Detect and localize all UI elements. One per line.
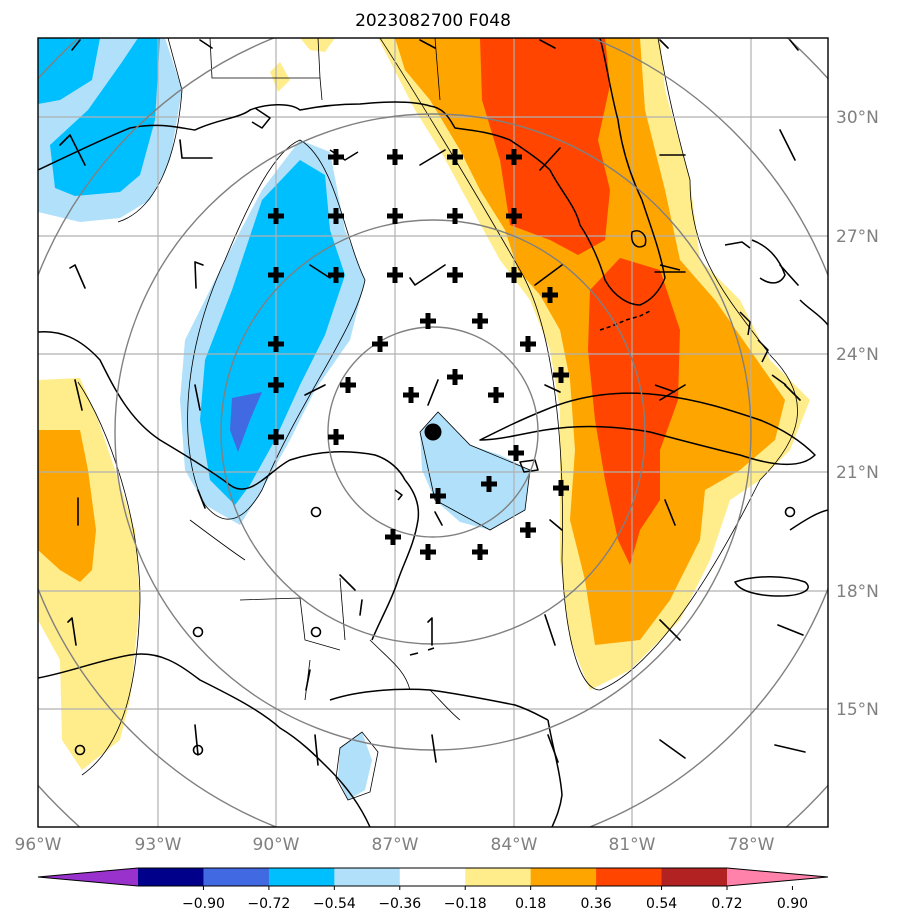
map-frame xyxy=(37,37,829,828)
positive-anomaly-patch-1 xyxy=(300,38,335,52)
positive-anomaly-patch-2 xyxy=(270,62,290,92)
plus-marker xyxy=(328,149,344,165)
colorbar-tick-label: −0.72 xyxy=(247,896,290,912)
plus-marker xyxy=(447,149,463,165)
plus-marker xyxy=(340,377,356,393)
plus-marker xyxy=(506,208,522,224)
colorbar-tick-label: 0.54 xyxy=(646,896,677,912)
wind-barbs xyxy=(59,39,806,766)
plus-marker xyxy=(447,369,463,385)
plus-marker xyxy=(268,336,284,352)
colorbar-bin xyxy=(399,868,466,886)
lat-label: 18°N xyxy=(836,582,879,602)
lat-label: 30°N xyxy=(836,108,879,128)
colorbar-tick-label: 0.72 xyxy=(711,896,742,912)
colorbar-extend-low xyxy=(38,868,138,886)
colorbar-bin xyxy=(530,868,597,886)
colorbar-tick-label: 0.36 xyxy=(581,896,612,912)
colorbar-bin xyxy=(465,868,532,886)
plus-marker xyxy=(328,267,344,283)
map-title: 2023082700 F048 xyxy=(355,11,511,31)
plus-marker xyxy=(268,267,284,283)
positive-anomaly-east-core-north xyxy=(480,38,610,255)
latitude-labels: 30°N 27°N 24°N 21°N 18°N 15°N xyxy=(836,108,879,720)
colorbar-bin xyxy=(268,868,335,886)
lon-label: 78°W xyxy=(728,835,775,855)
colorbar-tick-label: 0.90 xyxy=(777,896,808,912)
colorbar-tick-label: 0.18 xyxy=(515,896,546,912)
plus-marker xyxy=(430,488,446,504)
colorbar-extend-high xyxy=(727,868,828,886)
positive-anomaly-west xyxy=(38,430,96,582)
plus-marker xyxy=(447,208,463,224)
political-borders xyxy=(189,38,461,721)
plus-marker xyxy=(520,522,536,538)
lon-label: 93°W xyxy=(135,835,182,855)
plus-marker xyxy=(372,336,388,352)
plus-marker xyxy=(520,336,536,352)
colorbar-bin xyxy=(203,868,270,886)
plus-marker xyxy=(553,480,569,496)
plus-marker xyxy=(481,476,497,492)
colorbar-bin xyxy=(138,868,204,886)
plus-marker xyxy=(506,149,522,165)
plus-marker xyxy=(328,208,344,224)
lon-label: 84°W xyxy=(491,835,538,855)
colorbar-tick-label: −0.54 xyxy=(313,896,356,912)
lat-label: 27°N xyxy=(836,227,879,247)
negative-anomaly-gulf-core xyxy=(230,392,262,452)
storm-center-marker xyxy=(424,423,442,441)
plus-marker xyxy=(387,149,403,165)
plus-marker xyxy=(506,267,522,283)
plus-markers xyxy=(268,149,569,560)
plus-marker xyxy=(387,267,403,283)
colorbar-tick-label: −0.18 xyxy=(444,896,487,912)
colorbar xyxy=(37,867,829,887)
plus-marker xyxy=(508,445,524,461)
plus-marker xyxy=(472,313,488,329)
plus-marker xyxy=(553,367,569,383)
plus-marker xyxy=(420,544,436,560)
lat-label: 24°N xyxy=(836,345,879,365)
colorbar-tick-label: −0.90 xyxy=(182,896,225,912)
lon-label: 81°W xyxy=(609,835,656,855)
colorbar-ticks: −0.90 −0.72 −0.54 −0.36 −0.18 0.18 0.36 0.54 0.7… xyxy=(182,886,808,912)
lat-label: 21°N xyxy=(836,463,879,483)
lat-label: 15°N xyxy=(836,700,879,720)
plus-marker xyxy=(268,208,284,224)
colorbar-bin xyxy=(334,868,401,886)
calm-markers xyxy=(74,506,796,756)
lon-label: 90°W xyxy=(253,835,300,855)
plus-marker xyxy=(328,429,344,445)
colorbar-tick-label: −0.36 xyxy=(378,896,421,912)
plus-marker xyxy=(420,313,436,329)
positive-anomaly-east-core-south xyxy=(588,258,680,565)
plus-marker xyxy=(385,529,401,545)
negative-anomaly-channel xyxy=(420,412,530,530)
plus-marker xyxy=(488,387,504,403)
lon-label: 87°W xyxy=(372,835,419,855)
longitude-labels: 96°W 93°W 90°W 87°W 84°W 81°W 78°W xyxy=(15,835,775,855)
plus-marker xyxy=(387,208,403,224)
plus-marker xyxy=(472,544,488,560)
plus-marker xyxy=(403,387,419,403)
shaded-field xyxy=(38,38,810,800)
lon-label: 96°W xyxy=(15,835,62,855)
plus-marker xyxy=(542,287,558,303)
plus-marker xyxy=(268,377,284,393)
plus-marker xyxy=(447,267,463,283)
colorbar-bin xyxy=(596,868,663,886)
negative-anomaly-honduras xyxy=(338,732,372,800)
colorbar-outline xyxy=(37,867,829,887)
colorbar-bin xyxy=(661,868,728,886)
plus-marker xyxy=(268,429,284,445)
